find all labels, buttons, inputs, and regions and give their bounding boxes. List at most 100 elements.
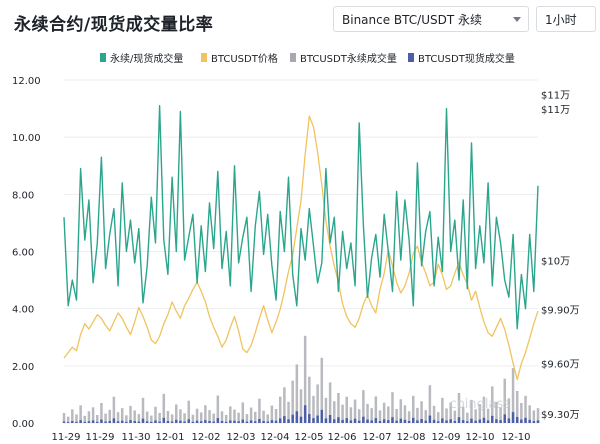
perp-volume-bar	[162, 393, 166, 423]
spot-volume-bar	[137, 421, 141, 423]
spot-volume-bar	[133, 420, 136, 423]
perp-volume-bar	[528, 405, 531, 423]
perp-volume-bar	[295, 364, 299, 423]
perp-volume-bar	[532, 410, 536, 423]
x-tick-label: 11-30	[121, 432, 150, 443]
perp-volume-bar	[291, 380, 294, 423]
spot-volume-bar	[254, 421, 257, 423]
perp-volume-bar	[486, 408, 490, 423]
spot-volume-bar	[424, 420, 427, 423]
spot-volume-bar	[233, 420, 236, 423]
spot-volume-bar	[308, 414, 311, 423]
spot-volume-bar	[145, 421, 149, 423]
spot-volume-bar	[453, 420, 457, 423]
perp-volume-bar	[179, 409, 182, 423]
spot-volume-bar	[370, 420, 373, 423]
spot-volume-bar	[208, 420, 211, 423]
perp-volume-bar	[71, 409, 74, 423]
perp-volume-bar	[520, 402, 523, 423]
perp-volume-bar	[133, 410, 136, 423]
perp-volume-bar	[333, 401, 336, 423]
y-right-tick-label: $11万	[541, 90, 570, 101]
spot-volume-bar	[495, 419, 498, 423]
perp-volume-bar	[233, 409, 236, 423]
x-tick-label: 12-10	[465, 432, 494, 443]
perp-volume-bar	[312, 395, 315, 423]
spot-volume-bar	[75, 421, 78, 423]
spot-volume-bar	[470, 418, 473, 423]
perp-volume-bar	[424, 410, 427, 423]
interval-select[interactable]: 1小时	[536, 6, 596, 32]
y-tick-label: 6.00	[12, 248, 34, 259]
perp-volume-bar	[183, 413, 186, 423]
perp-volume-bar	[287, 401, 290, 423]
interval-select-label: 1小时	[545, 13, 577, 27]
y-tick-label: 10.00	[12, 133, 41, 144]
spot-volume-bar	[116, 421, 120, 423]
x-tick-label: 12-07	[362, 432, 391, 443]
perp-volume-bar	[245, 414, 249, 423]
spot-volume-bar	[461, 420, 465, 423]
ratio-series	[63, 104, 539, 330]
spot-volume-bar	[175, 419, 178, 423]
perp-volume-bar	[262, 410, 265, 423]
spot-volume-bar	[91, 420, 95, 423]
perp-volume-bar	[266, 414, 269, 423]
perp-volume-bar	[208, 410, 211, 423]
spot-volume-bar	[333, 419, 336, 423]
perp-volume-bar	[249, 407, 253, 423]
y-tick-label: 4.00	[12, 305, 34, 316]
perp-volume-bar	[224, 414, 228, 423]
spot-volume-bar	[503, 414, 506, 423]
x-tick-label: 12-04	[260, 432, 289, 443]
perp-volume-bar	[357, 409, 361, 423]
y-tick-label: 8.00	[12, 190, 34, 201]
spot-volume-bar	[341, 419, 344, 423]
spot-volume-bar	[357, 420, 361, 423]
spot-volume-bar	[362, 416, 365, 423]
perp-volume-bar	[212, 413, 215, 423]
spot-volume-bar	[445, 420, 448, 423]
perp-volume-bar	[420, 401, 423, 423]
perp-volume-bar	[449, 402, 452, 423]
spot-volume-bar	[353, 418, 357, 423]
perp-volume-bar	[391, 392, 394, 423]
spot-volume-bar	[320, 409, 324, 423]
price-line	[63, 115, 539, 381]
perp-volume-bar	[511, 368, 515, 423]
spot-volume-bar	[241, 419, 245, 423]
perp-volume-bar	[75, 414, 78, 423]
spot-volume-bar	[457, 417, 461, 423]
spot-volume-bar	[478, 419, 482, 423]
pair-select-label: Binance BTC/USDT 永续	[342, 13, 482, 27]
spot-volume-bar	[237, 421, 240, 423]
pair-select[interactable]: Binance BTC/USDT 永续	[333, 6, 529, 32]
perp-volume-bar	[432, 405, 436, 423]
x-tick-label: 12-06	[327, 432, 356, 443]
perp-volume-bar	[399, 399, 403, 423]
spot-volume-bar	[224, 421, 228, 423]
spot-volume-bar	[536, 420, 540, 423]
perp-volume-bar	[191, 414, 195, 423]
spot-volume-bar	[229, 420, 232, 423]
perp-volume-bar	[474, 409, 477, 423]
x-tick-label: 12-09	[431, 432, 460, 443]
spot-volume-bar	[407, 420, 411, 423]
spot-volume-bar	[108, 420, 111, 423]
spot-volume-bar	[532, 420, 536, 423]
perp-volume-bar	[100, 402, 103, 423]
perp-volume-bar	[445, 408, 448, 423]
spot-volume-bar	[395, 420, 398, 423]
perp-volume-bar	[324, 397, 328, 423]
spot-volume-bar	[499, 420, 502, 423]
spot-volume-bar	[258, 418, 261, 423]
perp-volume-bar	[154, 406, 157, 423]
x-tick-label: 11-29	[85, 432, 114, 443]
perp-volume-bar	[461, 406, 465, 423]
perp-volume-bar	[195, 408, 199, 423]
perp-volume-bar	[341, 404, 344, 423]
spot-volume-bar	[100, 419, 103, 423]
legend-label: 永续/现货成交量	[110, 52, 183, 65]
x-tick-label: 12-05	[294, 432, 323, 443]
perp-volume-bar	[536, 408, 540, 423]
